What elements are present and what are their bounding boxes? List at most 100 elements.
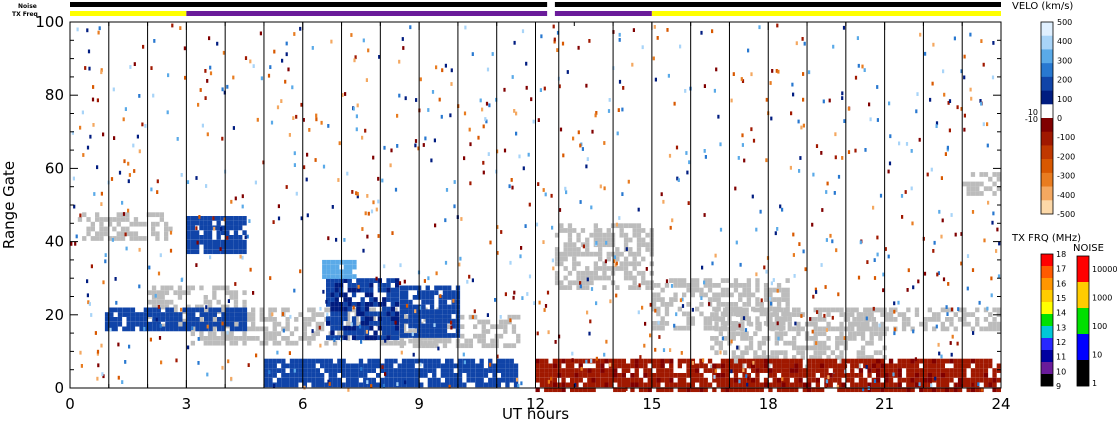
speckle [268,370,271,374]
data-cell [334,283,339,288]
data-cell [664,306,670,312]
speckle [197,337,200,341]
data-cell [386,278,391,283]
data-cell [449,377,454,383]
data-cell [975,307,980,313]
speckle [281,58,284,63]
speckle [74,241,77,246]
data-cell [442,343,448,349]
data-cell [720,311,726,317]
data-cell [133,231,139,237]
data-cell [707,382,713,388]
speckle [71,131,74,135]
data-cell [382,283,387,288]
data-cell [936,363,941,369]
data-cell [107,217,113,222]
data-cell [621,358,627,364]
data-cell [841,373,846,378]
data-cell [104,326,110,332]
speckle [288,133,291,137]
data-cell [503,329,508,334]
data-cell [453,363,458,369]
data-cell [225,239,230,245]
data-cell [343,269,349,275]
speckle [963,75,966,80]
data-cell [335,274,340,279]
data-cell [854,387,859,393]
speckle [622,86,625,90]
data-cell [826,312,831,317]
data-cell [585,242,590,248]
data-cell [630,382,635,388]
data-cell [229,235,234,240]
data-cell [602,237,607,243]
data-cell [251,321,256,327]
speckle [114,277,117,281]
speckle [221,365,224,370]
data-cell [748,321,754,327]
data-cell [787,340,792,346]
speckle [226,84,229,89]
data-cell [449,363,454,369]
speckle [654,347,657,352]
data-cell [470,373,476,378]
data-cell [761,307,767,313]
speckle [204,96,207,100]
speckle [482,160,485,165]
data-cell [774,317,780,322]
speckle [156,179,159,184]
data-cell [826,345,831,351]
data-cell [779,331,784,337]
noise-tick-label: 10 [1092,351,1102,360]
speckle [180,173,183,177]
data-cell [125,217,130,222]
data-cell [591,377,596,383]
data-cell [389,340,394,346]
data-cell [761,336,767,341]
data-cell [615,285,620,290]
speckle [508,184,511,189]
speckle [205,305,208,309]
speckle [901,215,904,219]
speckle [963,54,966,59]
data-cell [438,328,443,334]
data-cell [598,256,603,262]
data-cell [725,373,730,378]
speckle [381,178,384,183]
data-cell [787,317,792,322]
data-cell [165,326,170,332]
data-cell [548,387,553,393]
speckle [864,148,867,152]
data-cell [130,317,136,322]
speckle [232,126,235,130]
data-cell [751,363,756,369]
data-cell [302,363,308,369]
speckle [816,310,819,314]
speckle [124,232,127,237]
data-cell [720,363,726,369]
speckle [641,305,644,310]
data-cell [988,326,993,332]
speckle [150,187,153,192]
data-cell [113,307,118,313]
data-cell [927,358,933,364]
data-cell [116,231,121,237]
data-cell [975,186,980,192]
data-cell [582,368,588,373]
speckle [564,186,567,191]
speckle [971,268,975,272]
speckle [366,380,369,384]
data-cell [595,368,601,373]
data-cell [763,292,769,298]
data-cell [120,217,126,222]
speckle [760,298,763,303]
data-cell [845,373,851,378]
data-cell [511,329,517,334]
data-cell [475,382,480,388]
speckle [187,345,190,350]
data-cell [207,220,213,226]
data-cell [371,382,377,388]
speckle [572,136,575,141]
noise-tick-label: 10000 [1092,265,1117,274]
speckle [212,216,215,221]
